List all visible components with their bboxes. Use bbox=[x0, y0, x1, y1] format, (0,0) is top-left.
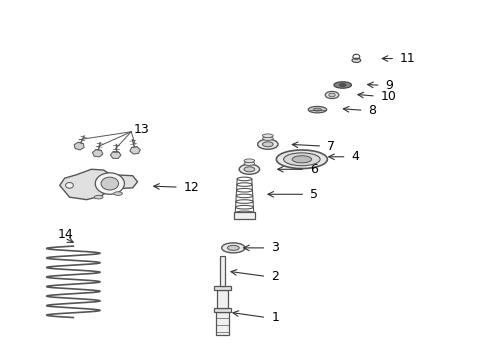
Ellipse shape bbox=[339, 84, 346, 86]
Ellipse shape bbox=[244, 159, 254, 162]
FancyBboxPatch shape bbox=[213, 308, 231, 312]
Text: 13: 13 bbox=[133, 123, 149, 136]
Polygon shape bbox=[74, 142, 84, 150]
Circle shape bbox=[65, 183, 73, 188]
Polygon shape bbox=[130, 147, 140, 154]
Circle shape bbox=[101, 177, 118, 190]
Text: 4: 4 bbox=[351, 150, 359, 163]
Ellipse shape bbox=[257, 139, 278, 149]
Text: 5: 5 bbox=[309, 188, 318, 201]
Ellipse shape bbox=[239, 164, 259, 174]
Ellipse shape bbox=[351, 58, 360, 63]
Ellipse shape bbox=[307, 107, 326, 113]
Text: 9: 9 bbox=[385, 79, 392, 92]
Ellipse shape bbox=[325, 91, 338, 99]
Polygon shape bbox=[110, 152, 121, 158]
Ellipse shape bbox=[227, 246, 239, 250]
Ellipse shape bbox=[94, 195, 103, 199]
Ellipse shape bbox=[244, 167, 254, 172]
Ellipse shape bbox=[262, 134, 273, 138]
FancyBboxPatch shape bbox=[213, 287, 231, 290]
Ellipse shape bbox=[244, 162, 254, 165]
Ellipse shape bbox=[328, 93, 334, 97]
Text: 7: 7 bbox=[326, 140, 334, 153]
Ellipse shape bbox=[283, 153, 320, 166]
Text: 14: 14 bbox=[57, 228, 73, 241]
Text: 2: 2 bbox=[271, 270, 279, 283]
Text: 10: 10 bbox=[380, 90, 396, 103]
Ellipse shape bbox=[114, 192, 122, 195]
FancyBboxPatch shape bbox=[233, 212, 255, 219]
Ellipse shape bbox=[221, 243, 244, 253]
Ellipse shape bbox=[313, 108, 321, 111]
Ellipse shape bbox=[333, 82, 351, 88]
Text: 3: 3 bbox=[271, 241, 279, 255]
Ellipse shape bbox=[262, 142, 273, 147]
FancyBboxPatch shape bbox=[215, 312, 229, 336]
FancyBboxPatch shape bbox=[217, 290, 227, 308]
FancyBboxPatch shape bbox=[220, 256, 224, 287]
Ellipse shape bbox=[276, 150, 327, 168]
Text: 11: 11 bbox=[399, 52, 415, 65]
Ellipse shape bbox=[262, 137, 273, 140]
Ellipse shape bbox=[291, 156, 311, 163]
Text: 1: 1 bbox=[271, 311, 279, 324]
Text: 6: 6 bbox=[309, 163, 317, 176]
Text: 8: 8 bbox=[368, 104, 376, 117]
Text: 12: 12 bbox=[183, 181, 199, 194]
Polygon shape bbox=[92, 149, 102, 157]
Polygon shape bbox=[60, 169, 137, 200]
Circle shape bbox=[95, 173, 124, 194]
